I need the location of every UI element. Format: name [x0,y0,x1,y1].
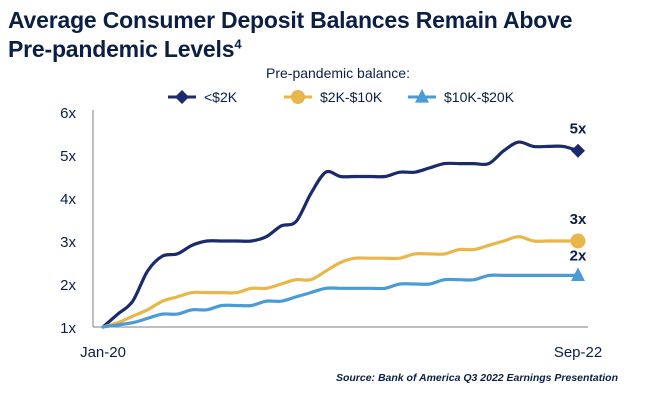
title-line-2: Pre-pandemic Levels [8,36,235,62]
y-tick-label: 4x [60,191,76,208]
chart-title: Average Consumer Deposit Balances Remain… [8,6,572,64]
x-tick-labels: Jan-20 Sep-22 [80,344,602,361]
title-footnote: 4 [234,36,242,52]
y-tick-labels: 1x 2x 3x 4x 5x 6x [60,105,76,337]
legend-label: $10K-$20K [444,89,515,105]
legend: Pre-pandemic balance: <$2K $2K-$10K $10K-$… [168,65,515,105]
legend-marker-triangle [415,88,429,103]
legend-label: <$2K [204,89,238,105]
series-end-label: 5x [570,121,587,138]
series-end-label: 3x [570,211,587,228]
source-note: Source: Bank of America Q3 2022 Earnings… [335,372,618,384]
y-tick-label: 3x [60,234,76,251]
y-tick-label: 6x [60,105,76,122]
series-line [101,140,580,329]
y-tick-label: 2x [60,277,76,294]
series-line [101,235,580,329]
legend-label: $2K-$10K [320,89,383,105]
series-end-label: 2x [570,247,587,264]
end-labels: 5x 3x 2x [570,121,587,265]
title-line-1: Average Consumer Deposit Balances Remain… [8,7,573,33]
x-tick-label: Jan-20 [80,344,126,361]
axes [92,110,588,328]
legend-title: Pre-pandemic balance: [266,65,410,81]
x-tick-label: Sep-22 [554,344,602,361]
series-end-marker [571,267,585,282]
legend-marker-circle [291,90,305,104]
legend-marker-diamond [175,90,189,104]
series-end-marker [570,233,586,249]
series-line [101,273,580,329]
series-layer [101,140,586,329]
y-tick-label: 5x [60,148,76,165]
series-end-marker [571,143,585,158]
y-tick-label: 1x [60,320,76,337]
